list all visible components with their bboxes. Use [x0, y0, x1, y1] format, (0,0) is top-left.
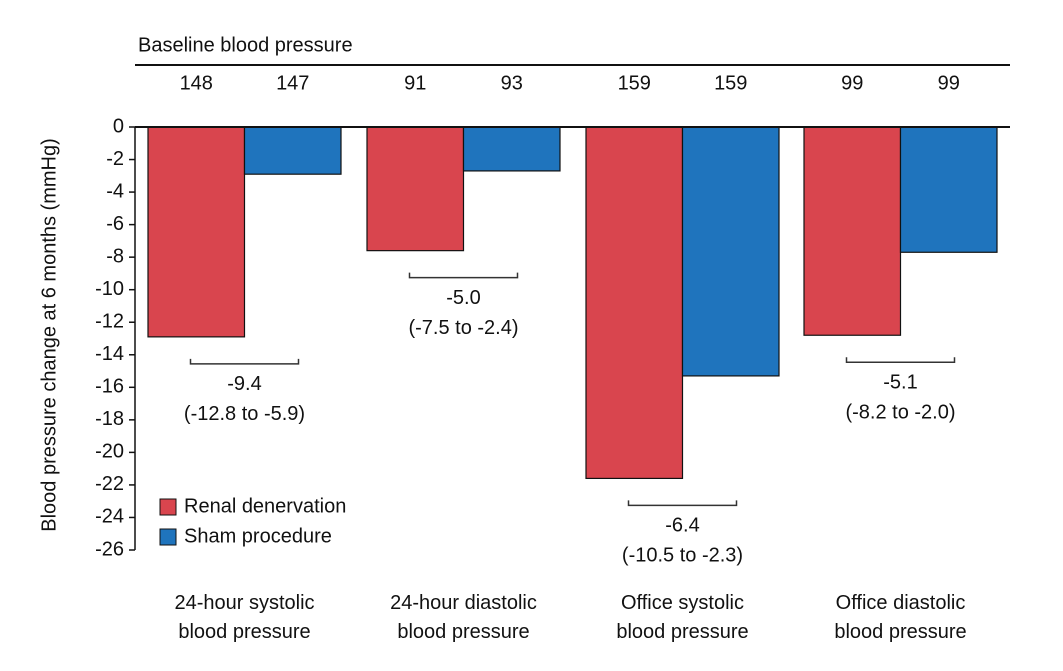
baseline-value: 159	[714, 72, 747, 94]
difference-range: (-10.5 to -2.3)	[622, 545, 743, 567]
y-tick-label: -16	[95, 376, 124, 398]
y-tick-label: -26	[95, 538, 124, 560]
legend-label: Sham procedure	[184, 525, 332, 547]
baseline-value: 147	[276, 72, 309, 94]
bar	[899, 126, 998, 253]
y-tick-label: -24	[95, 506, 124, 528]
category-label: Office diastolic blood pressure	[834, 592, 966, 643]
y-tick-label: -20	[95, 441, 124, 463]
difference-bracket	[408, 272, 519, 279]
difference-bracket	[845, 357, 956, 363]
legend-swatch	[159, 528, 177, 546]
category-label: 24-hour diastolic blood pressure	[390, 592, 537, 643]
difference-range: (-7.5 to -2.4)	[408, 317, 518, 339]
legend-label: Renal denervation	[184, 495, 346, 517]
bar	[585, 126, 684, 480]
y-tick-label: -12	[95, 311, 124, 333]
baseline-value: 91	[404, 72, 426, 94]
difference-label: -9.4	[227, 373, 261, 395]
y-tick-label: -14	[95, 343, 124, 365]
bar	[366, 126, 465, 252]
y-axis-label: Blood pressure change at 6 months (mmHg)	[38, 138, 60, 532]
bar	[681, 126, 780, 377]
y-tick-label: -18	[95, 408, 124, 430]
baseline-value: 148	[180, 72, 213, 94]
y-tick-label: -2	[106, 148, 124, 170]
difference-bracket	[627, 500, 738, 507]
difference-label: -5.0	[446, 287, 480, 309]
y-tick-label: -10	[95, 278, 124, 300]
baseline-value: 93	[501, 72, 523, 94]
y-tick-label: -6	[106, 213, 124, 235]
baseline-value: 159	[618, 72, 651, 94]
y-tick-label: -8	[106, 245, 124, 267]
difference-range: (-12.8 to -5.9)	[184, 403, 305, 425]
y-tick-label: 0	[113, 115, 124, 137]
category-label: Office systolic blood pressure	[616, 592, 748, 643]
baseline-title: Baseline blood pressure	[138, 34, 353, 56]
difference-bracket	[189, 358, 300, 365]
bar	[803, 126, 902, 336]
y-tick-label: -4	[106, 180, 124, 202]
category-label: 24-hour systolic blood pressure	[174, 592, 314, 643]
y-tick-label: -22	[95, 473, 124, 495]
difference-range: (-8.2 to -2.0)	[845, 402, 955, 424]
baseline-value: 99	[841, 72, 863, 94]
bar	[462, 126, 561, 172]
difference-label: -5.1	[883, 372, 917, 394]
bar	[243, 126, 342, 175]
bar	[147, 126, 246, 338]
legend-swatch	[159, 498, 177, 516]
baseline-value: 99	[938, 72, 960, 94]
difference-label: -6.4	[665, 515, 699, 537]
